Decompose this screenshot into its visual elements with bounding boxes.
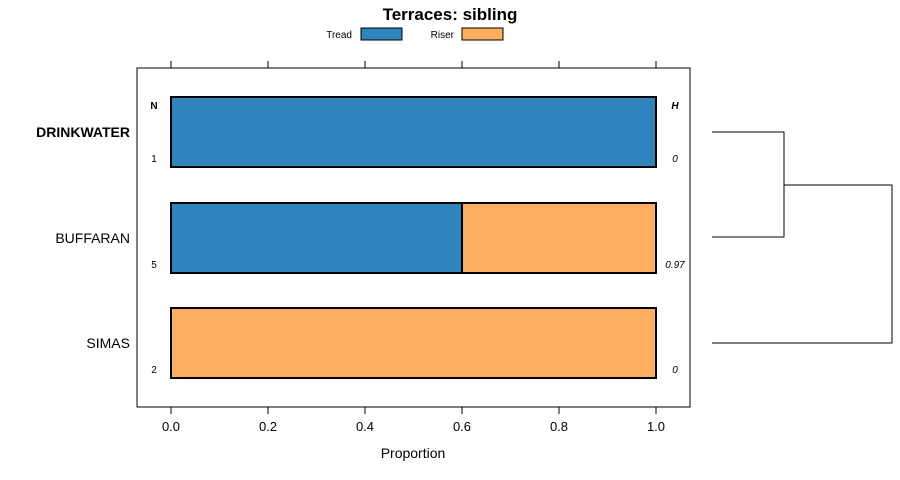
chart-title: Terraces: sibling bbox=[383, 5, 518, 24]
bar-buffaran-riser bbox=[461, 202, 657, 274]
category-label-buffaran: BUFFARAN bbox=[55, 230, 130, 246]
bar-simas-riser bbox=[170, 307, 657, 379]
bar-drinkwater-tread bbox=[170, 96, 657, 168]
category-label-simas: SIMAS bbox=[86, 335, 130, 351]
x-tick-label-4: 0.8 bbox=[550, 419, 568, 434]
legend-label-tread: Tread bbox=[326, 30, 352, 41]
x-tick-label-0: 0.0 bbox=[162, 419, 180, 434]
dendrogram-branch-root bbox=[712, 184, 893, 344]
legend-swatch-riser bbox=[461, 27, 504, 41]
h-value-simas: 0 bbox=[672, 365, 678, 376]
bar-buffaran-tread bbox=[170, 202, 463, 274]
h-header: H bbox=[671, 101, 679, 112]
h-value-buffaran: 0.97 bbox=[665, 260, 685, 271]
n-value-buffaran: 5 bbox=[151, 260, 157, 271]
legend-swatch-tread bbox=[360, 27, 403, 41]
n-value-simas: 2 bbox=[151, 365, 157, 376]
dendrogram-branch-drinkwater-buffaran bbox=[712, 131, 785, 238]
x-axis-label: Proportion bbox=[381, 445, 446, 461]
x-tick-label-3: 0.6 bbox=[453, 419, 471, 434]
category-label-drinkwater: DRINKWATER bbox=[36, 124, 130, 140]
x-tick-label-2: 0.4 bbox=[356, 419, 374, 434]
bars bbox=[170, 96, 657, 379]
legend-label-riser: Riser bbox=[431, 30, 455, 41]
plot-frame bbox=[136, 67, 691, 408]
bottom-axis: 0.0 0.2 0.4 0.6 0.8 1.0 bbox=[162, 407, 665, 434]
x-tick-label-1: 0.2 bbox=[259, 419, 277, 434]
n-value-drinkwater: 1 bbox=[151, 154, 157, 165]
top-axis-ticks bbox=[170, 61, 657, 68]
x-tick-label-5: 1.0 bbox=[647, 419, 665, 434]
dendrogram bbox=[712, 131, 893, 344]
legend: Tread Riser bbox=[326, 27, 504, 41]
n-header: N bbox=[150, 101, 157, 112]
h-value-drinkwater: 0 bbox=[672, 154, 678, 165]
